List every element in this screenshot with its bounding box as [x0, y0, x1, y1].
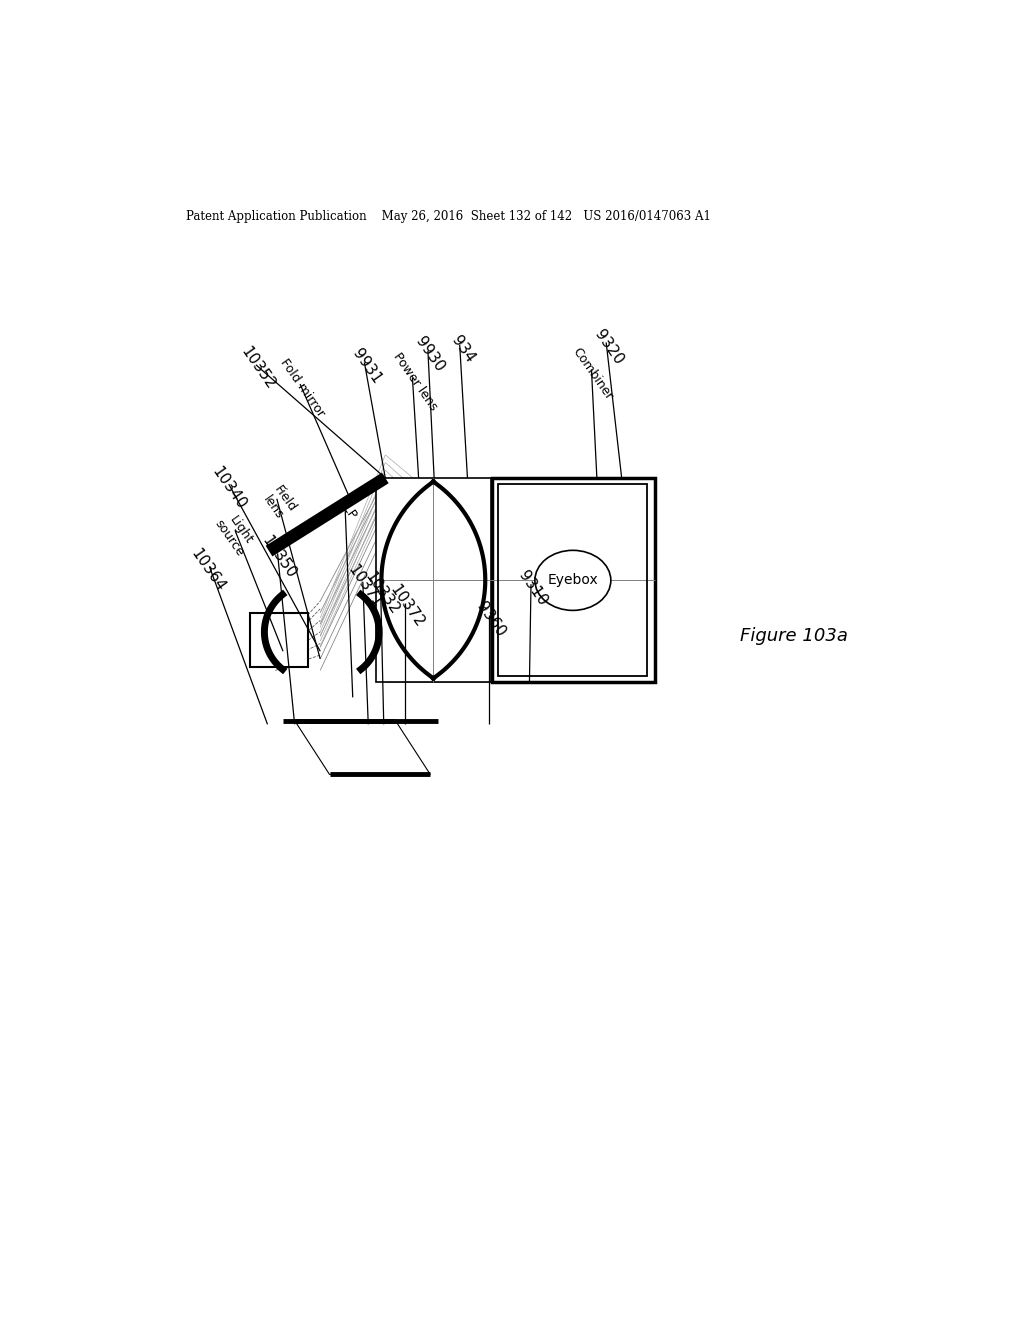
Text: 934: 934	[449, 333, 477, 366]
Text: Combiner: Combiner	[570, 346, 615, 403]
Text: 9931: 9931	[349, 346, 384, 387]
Text: 9310: 9310	[515, 568, 550, 609]
Text: Eyebox: Eyebox	[548, 573, 598, 587]
Text: Figure 103a: Figure 103a	[740, 627, 848, 644]
Bar	[376, 478, 490, 682]
Ellipse shape	[535, 550, 611, 610]
Text: 10364: 10364	[187, 546, 228, 594]
Bar	[251, 612, 308, 667]
Text: Fold mirror: Fold mirror	[278, 356, 327, 420]
Text: Patent Application Publication    May 26, 2016  Sheet 132 of 142   US 2016/01470: Patent Application Publication May 26, 2…	[186, 210, 711, 223]
Text: 10352: 10352	[239, 343, 279, 392]
Text: 10340: 10340	[209, 463, 249, 512]
Text: 10332: 10332	[362, 569, 402, 618]
Text: 10350: 10350	[259, 533, 299, 581]
Text: 10372: 10372	[387, 582, 427, 631]
Text: 10371: 10371	[344, 562, 384, 610]
Text: DLP: DLP	[334, 495, 358, 523]
Text: Field
lens: Field lens	[259, 483, 299, 523]
Text: 9320: 9320	[591, 327, 626, 367]
Bar	[493, 478, 655, 682]
Text: 9930: 9930	[413, 334, 447, 375]
Text: Light
source: Light source	[212, 510, 258, 560]
Text: Power lens: Power lens	[390, 350, 439, 413]
Polygon shape	[295, 721, 430, 775]
Text: 9360: 9360	[473, 599, 508, 639]
Bar	[499, 484, 647, 676]
